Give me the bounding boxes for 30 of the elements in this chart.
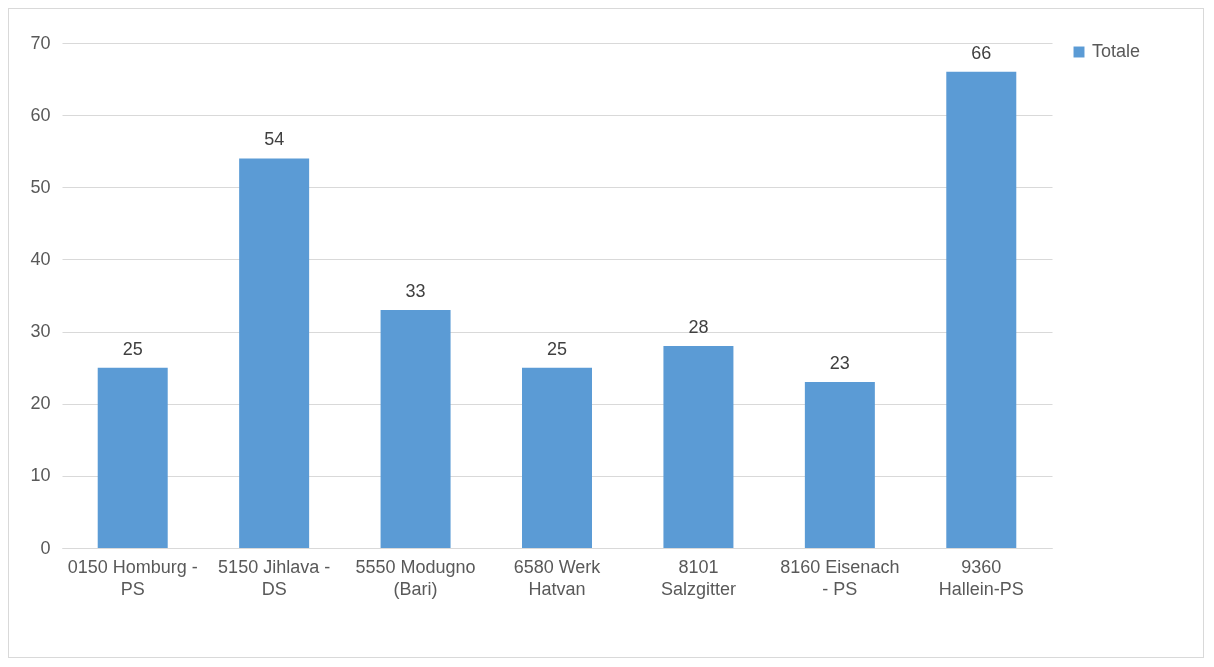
y-tick-label: 0 xyxy=(40,537,51,558)
x-tick-label: 8160 Eisenach - PS xyxy=(780,556,900,599)
bar xyxy=(97,367,168,548)
bar xyxy=(663,346,734,548)
bar xyxy=(946,71,1017,548)
data-label: 33 xyxy=(405,280,426,301)
bar xyxy=(522,367,592,548)
y-tick-label: 10 xyxy=(30,465,51,486)
x-tick-label: 6580 Werk Hatvan xyxy=(513,556,602,599)
y-tick-label: 70 xyxy=(30,32,51,53)
x-tick-label: 9360 Hallein-PS xyxy=(938,556,1024,599)
data-label: 66 xyxy=(971,42,992,63)
data-label: 28 xyxy=(688,317,709,337)
x-tick-label: 5550 Modugno (Bari) xyxy=(355,556,476,599)
x-tick-label: 8101 Salzgitter xyxy=(660,556,736,599)
bar xyxy=(804,382,875,548)
x-tick-label: 0150 Homburg - PS xyxy=(67,556,198,599)
y-tick-label: 50 xyxy=(30,176,51,197)
y-tick-label: 40 xyxy=(30,248,51,269)
data-label: 54 xyxy=(264,129,285,150)
y-tick-label: 20 xyxy=(30,393,51,414)
data-label: 23 xyxy=(829,353,850,374)
legend-label: Totale xyxy=(1092,41,1141,61)
y-tick-label: 30 xyxy=(30,321,51,342)
bar xyxy=(239,158,310,548)
y-tick-label: 60 xyxy=(30,104,51,125)
bar xyxy=(380,309,451,548)
data-label: 25 xyxy=(122,338,143,359)
data-label: 25 xyxy=(546,338,568,359)
x-tick-label: 5150 Jihlava - DS xyxy=(218,556,331,599)
